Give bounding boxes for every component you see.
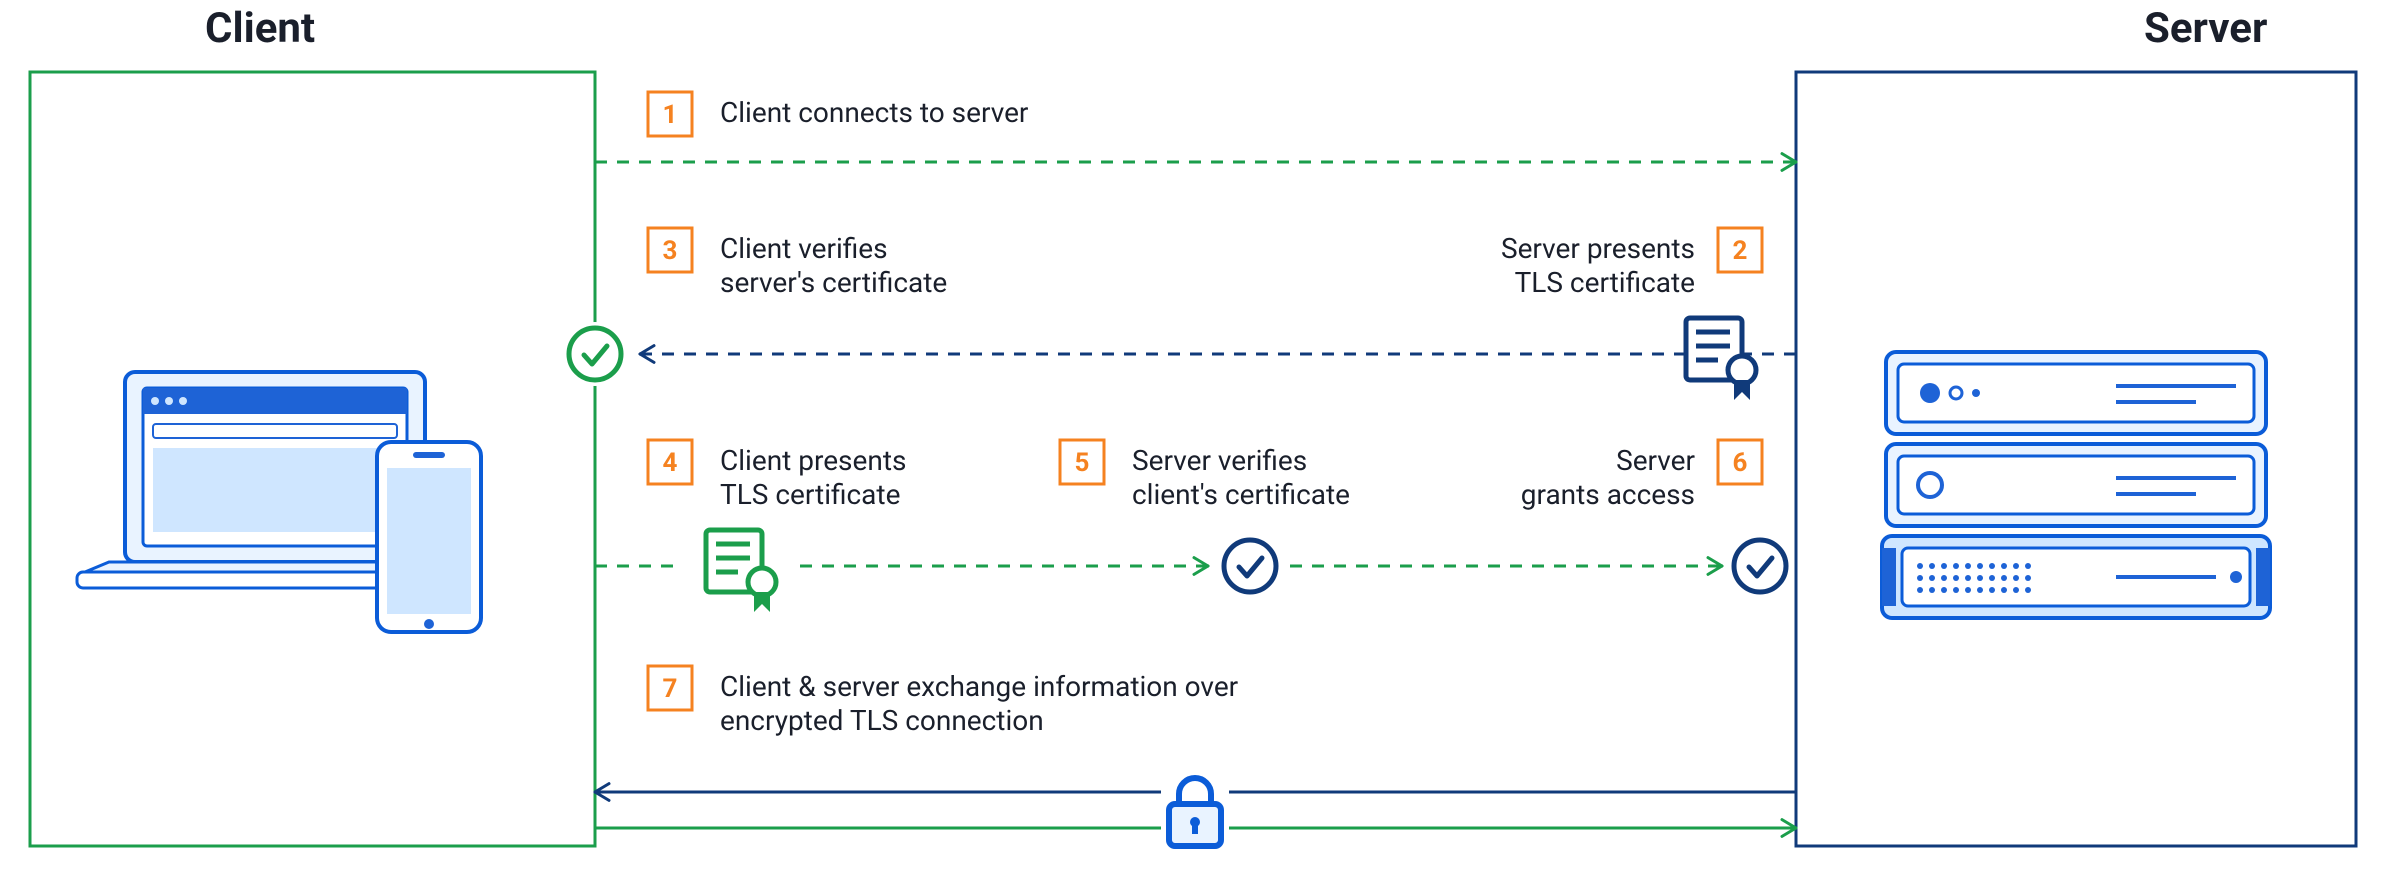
- check-icon-server-grant: [1734, 540, 1786, 592]
- step-label-4: Client presentsTLS certificate: [720, 444, 906, 511]
- server-heading: Server: [2144, 4, 2267, 53]
- step-number-5: 5: [1075, 448, 1090, 478]
- step-number-6: 6: [1733, 448, 1748, 478]
- step-label-5: Server verifiesclient's certificate: [1132, 444, 1350, 511]
- certificate-icon-client: [706, 530, 776, 612]
- client-heading: Client: [205, 4, 315, 53]
- step-label-3: Client verifiesserver's certificate: [720, 232, 947, 299]
- step-number-2: 2: [1733, 236, 1748, 266]
- client-devices-icon: [77, 372, 481, 632]
- step-label-2: Server presentsTLS certificate: [1501, 232, 1695, 299]
- step-number-1: 1: [663, 100, 678, 130]
- step-number-3: 3: [663, 236, 678, 266]
- check-icon-server-verify: [1224, 540, 1276, 592]
- step-label-6: Servergrants access: [1521, 444, 1696, 511]
- step-number-7: 7: [663, 674, 678, 704]
- server-stack-icon: [1882, 352, 2270, 618]
- step-label-7: Client & server exchange information ove…: [720, 670, 1239, 737]
- step-number-4: 4: [663, 448, 678, 478]
- step-label-1: Client connects to server: [720, 96, 1029, 129]
- certificate-icon-server: [1686, 318, 1756, 400]
- check-icon-client-verify: [569, 328, 621, 380]
- mtls-handshake-diagram: 1 2 3 4 5 6 7 Client connects to server Server …: [0, 0, 2386, 876]
